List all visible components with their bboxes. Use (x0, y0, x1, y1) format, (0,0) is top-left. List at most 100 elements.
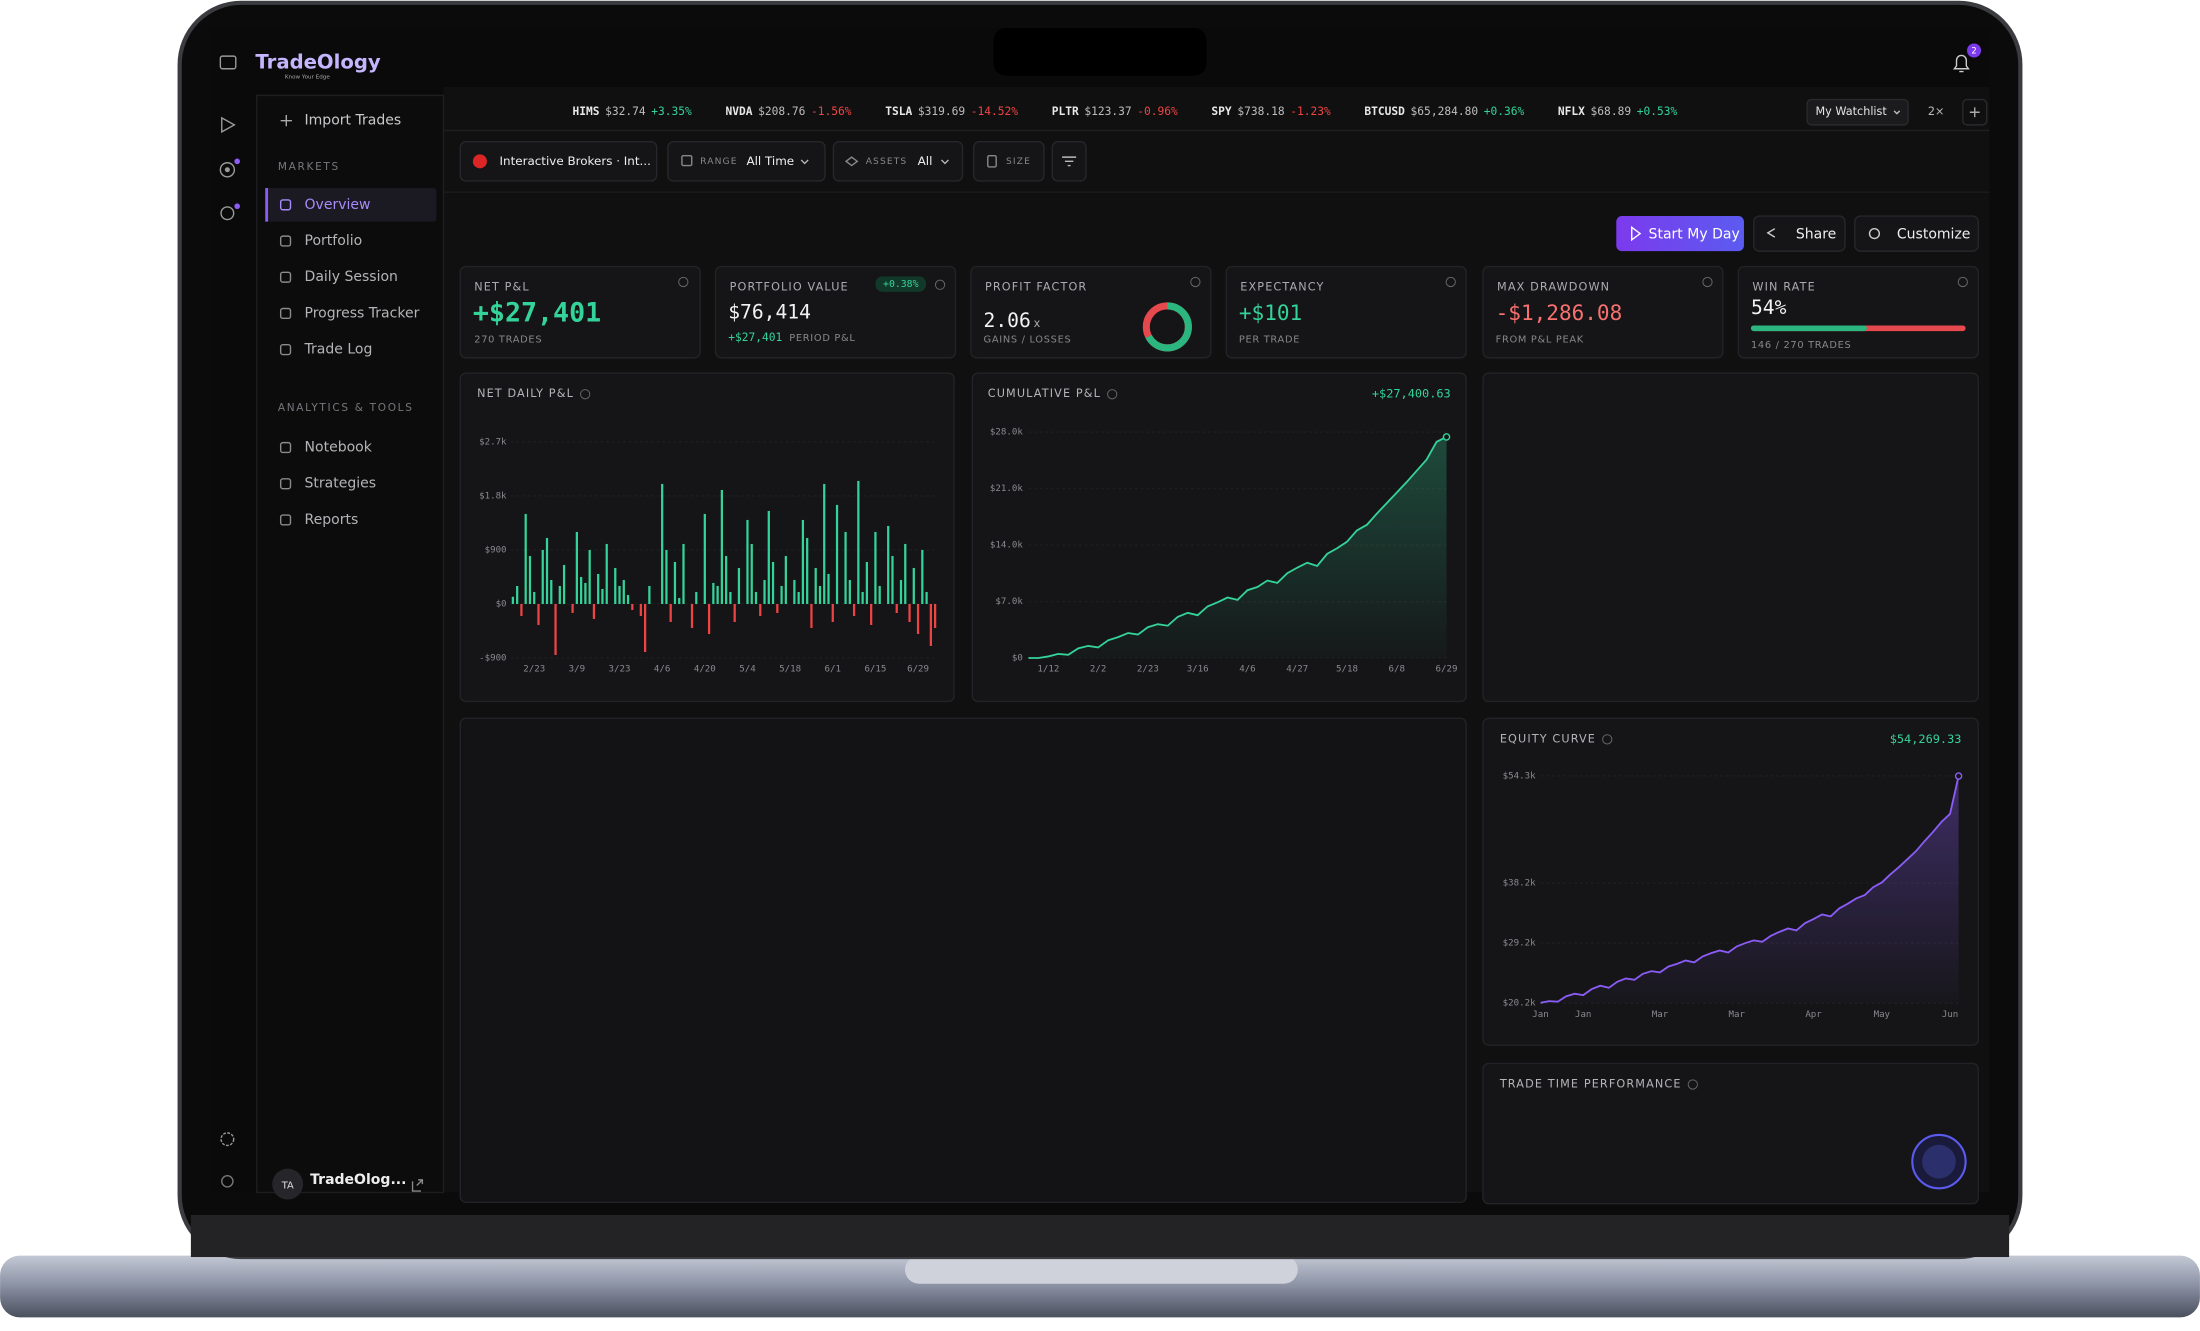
x-tick-label: 4/6 (654, 665, 670, 675)
bar (575, 531, 578, 604)
bar (678, 597, 681, 604)
bar (844, 531, 847, 604)
ticker-price: $68.89 (1591, 105, 1632, 118)
x-tick-label: 5/4 (739, 665, 756, 675)
bar (592, 603, 596, 619)
chart-title: NET DAILY P&L (477, 387, 574, 400)
tagline: Know Your Edge (285, 75, 330, 81)
kpi-title: PROFIT FACTOR (985, 281, 1087, 294)
button-label: Start My Day (1649, 226, 1740, 242)
bar (669, 603, 672, 622)
x-tick-label: 3/16 (1187, 665, 1209, 675)
bar (754, 591, 758, 604)
bar (690, 603, 694, 628)
rail-bulb[interactable] (220, 206, 235, 221)
info-icon (1445, 276, 1456, 288)
import-trades[interactable]: Import Trades (305, 113, 402, 129)
assets-filter[interactable] (832, 140, 964, 182)
chart-headline: +$27,400.63 (1372, 387, 1451, 401)
size-filter[interactable] (973, 140, 1045, 182)
ticker-symbol: TSLA (885, 105, 912, 118)
bar (887, 525, 890, 604)
x-tick-label: Jan (1532, 1010, 1548, 1020)
notch (993, 28, 1207, 76)
ticker-change: +3.35% (651, 105, 692, 118)
nav-item[interactable]: Overview (305, 197, 371, 213)
area-fill (1540, 775, 1959, 1004)
bar (870, 603, 873, 625)
bar (797, 591, 800, 604)
x-tick-label: 2/23 (1137, 665, 1159, 675)
bell-icon[interactable] (1952, 54, 1970, 73)
active-indicator (265, 187, 269, 222)
y-tick-label: $21.0k (990, 484, 1023, 494)
item-icon (279, 235, 292, 247)
rail-target-dot (224, 167, 230, 173)
bar (767, 510, 770, 604)
nav-item[interactable]: Strategies (305, 476, 377, 492)
bar (921, 549, 924, 604)
nav-item[interactable]: Trade Log (304, 342, 373, 358)
bar (695, 591, 698, 604)
ticker-price: $319.69 (918, 105, 965, 118)
bar (516, 585, 519, 604)
rail-dot (234, 158, 240, 165)
nav-item[interactable]: Notebook (305, 440, 373, 456)
nav-item[interactable]: Daily Session (305, 269, 398, 285)
share-icon (1766, 228, 1776, 238)
x-tick-label: 2/2 (1090, 665, 1106, 675)
bar (810, 603, 813, 628)
panel (1482, 1062, 1979, 1205)
section-title: MARKETS (278, 161, 340, 173)
broker-filter[interactable] (459, 140, 658, 182)
nav-item[interactable]: Portfolio (305, 233, 363, 249)
x-tick-label: 2/23 (523, 665, 545, 675)
gear-icon (1868, 227, 1881, 240)
x-tick-label: 4/6 (1239, 665, 1255, 675)
bar (511, 596, 515, 604)
customize-button[interactable] (1854, 215, 1979, 252)
assistant-orb-core (1922, 1144, 1956, 1179)
bar (874, 531, 877, 604)
bar (605, 543, 608, 604)
chevron (800, 159, 809, 165)
bar (814, 567, 817, 604)
bar (584, 582, 587, 604)
logout-icon[interactable] (411, 1179, 424, 1192)
ticker-change: -1.56% (811, 105, 852, 118)
range-label: RANGE (700, 157, 737, 167)
ticker-speed[interactable]: 2× (1928, 105, 1945, 118)
sidebar-toggle[interactable] (219, 55, 237, 70)
nav-item[interactable]: Progress Tracker (305, 305, 420, 321)
x-tick-label: 1/12 (1037, 665, 1059, 675)
x-tick-label: Mar (1729, 1010, 1746, 1020)
add-button[interactable] (1962, 98, 1988, 126)
bar (597, 573, 600, 604)
sidebar (256, 94, 445, 1194)
share-button[interactable] (1753, 215, 1846, 252)
rail-target[interactable] (219, 162, 236, 178)
bar (639, 603, 642, 616)
kpi-unit: x (1034, 317, 1041, 330)
kpi-value: -$1,286.08 (1496, 300, 1623, 325)
chevron (1893, 110, 1901, 115)
bar (912, 567, 915, 604)
range-filter[interactable] (667, 140, 826, 182)
bar (831, 603, 834, 622)
bar (780, 585, 783, 604)
rail-help (221, 1174, 234, 1188)
kpi-title: EXPECTANCY (1240, 281, 1324, 294)
watchlist-select[interactable] (1806, 98, 1909, 126)
rail-settings[interactable] (220, 1132, 235, 1147)
nav-item[interactable]: Reports (305, 512, 359, 528)
item-icon (279, 199, 292, 211)
play-icon (1631, 225, 1642, 242)
start-my-day-button[interactable] (1616, 216, 1744, 252)
end-point (1954, 772, 1963, 780)
bar (806, 537, 809, 604)
kpi-title: PORTFOLIO VALUE (730, 281, 849, 294)
panel (459, 717, 1467, 1204)
rail-play[interactable] (221, 116, 236, 134)
bar (852, 603, 856, 616)
bar (729, 591, 732, 604)
